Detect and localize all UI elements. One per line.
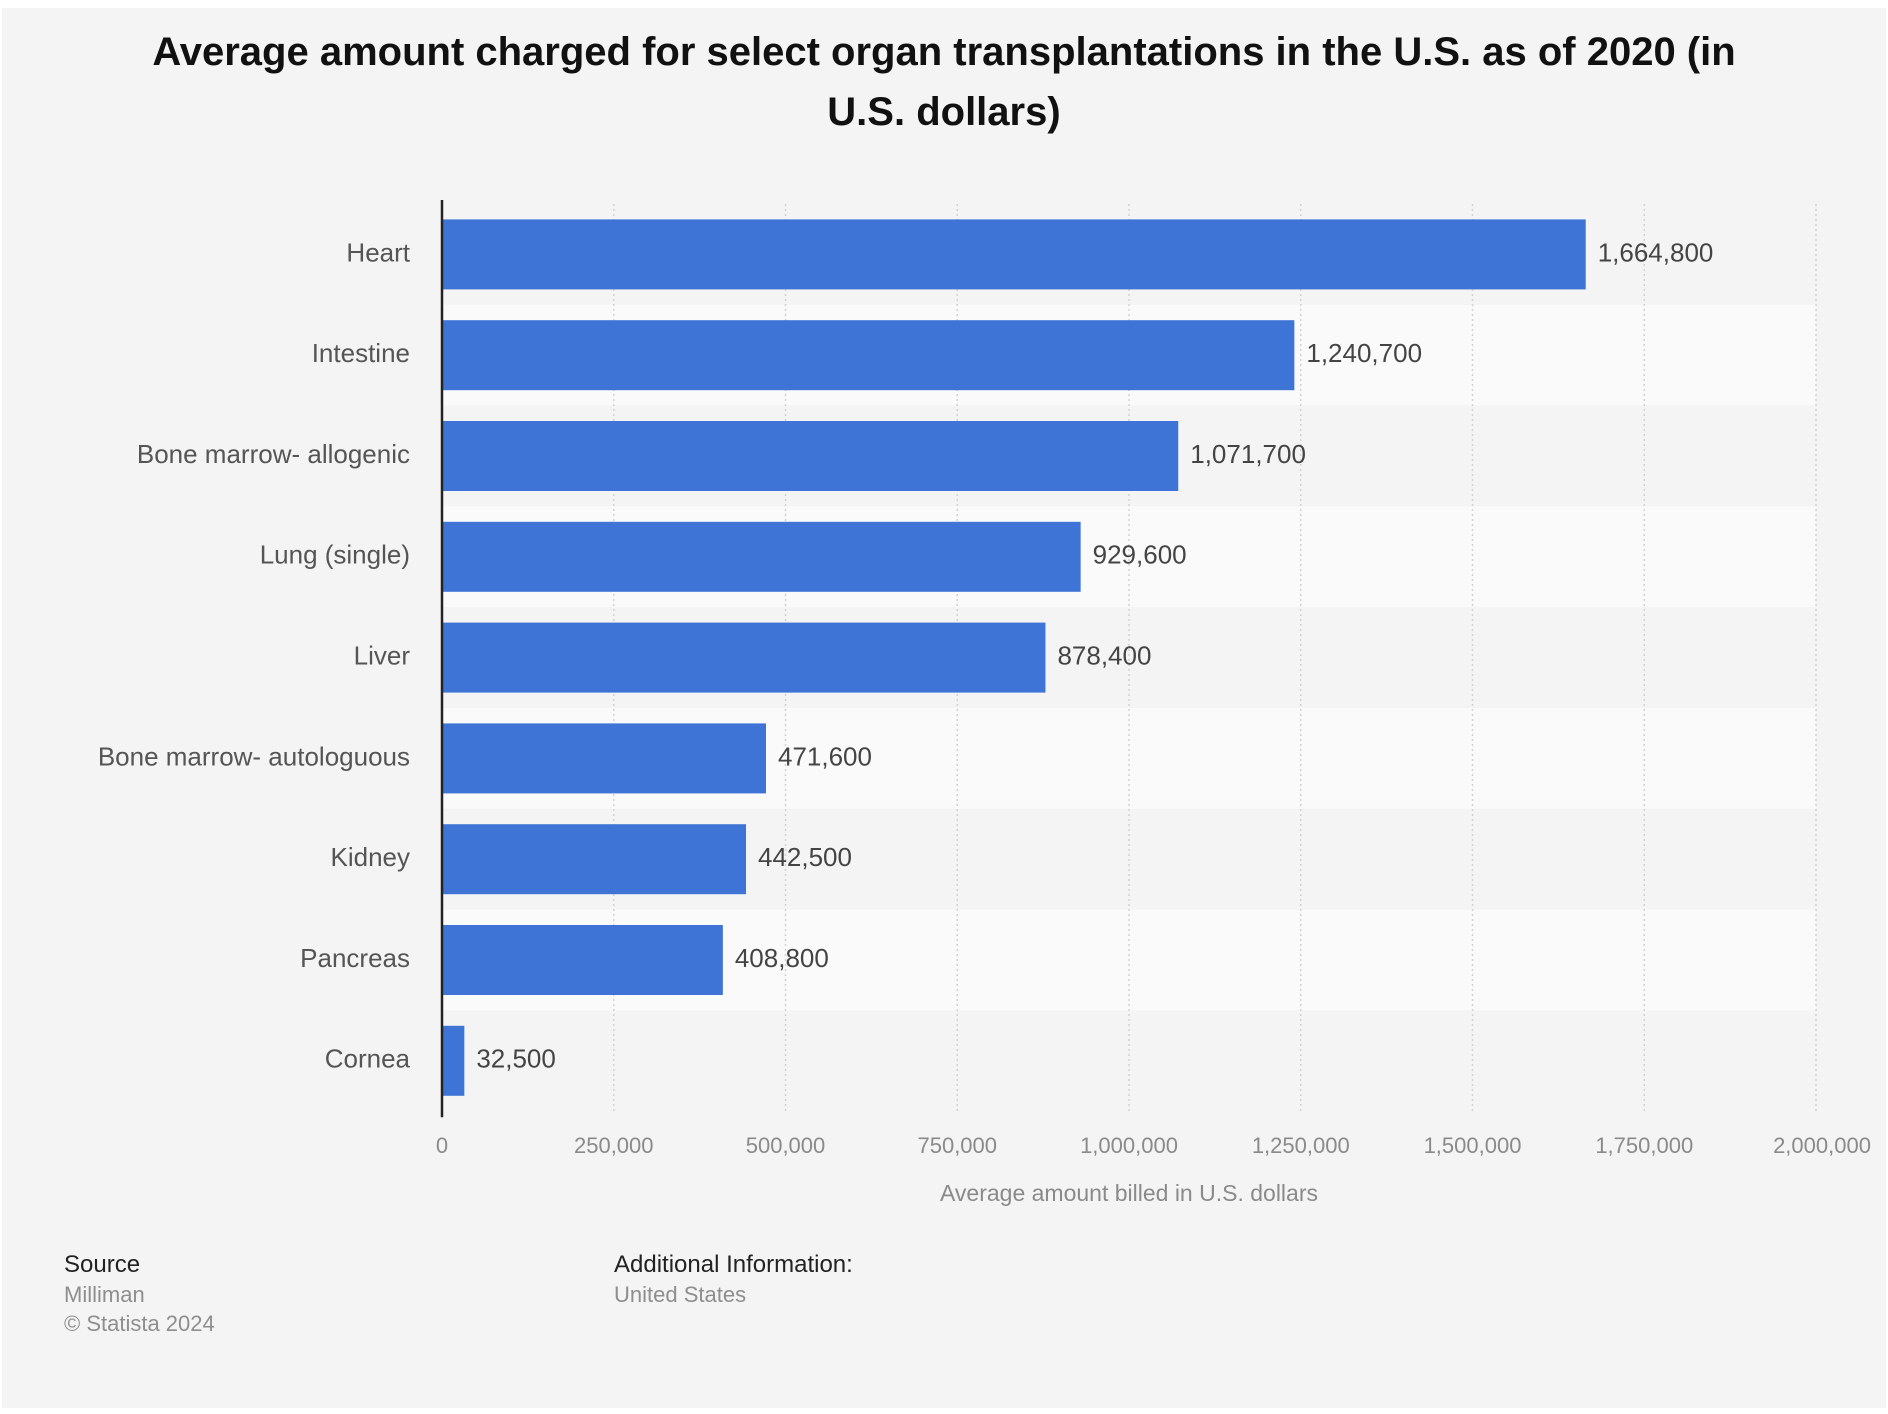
chart-title: Average amount charged for select organ … [152,30,1736,134]
bar[interactable] [442,622,1046,693]
category-label: Bone marrow- allogenic [137,439,410,469]
x-tick-label: 750,000 [917,1133,997,1158]
x-tick-label: 1,750,000 [1595,1133,1693,1158]
additional-info-heading: Additional Information: [614,1251,853,1278]
data-label: 1,664,800 [1598,237,1714,267]
x-tick-label: 250,000 [574,1133,654,1158]
data-label: 929,600 [1093,540,1187,570]
bar[interactable] [442,723,766,794]
source-block: Source Milliman © Statista 2024 [64,1250,215,1338]
category-label: Intestine [312,338,410,368]
category-label: Liver [354,640,411,670]
data-label: 32,500 [476,1044,556,1074]
additional-info-block: Additional Information: United States [614,1250,853,1309]
additional-info-text: United States [614,1282,747,1307]
x-tick-label: 1,250,000 [1252,1133,1350,1158]
bar[interactable] [442,421,1179,491]
category-label: Cornea [325,1044,411,1074]
category-label: Bone marrow- autologuous [98,741,410,771]
bar[interactable] [442,824,746,895]
x-tick-label: 1,500,000 [1424,1133,1522,1158]
x-tick-label: 500,000 [746,1133,826,1158]
x-axis-title: Average amount billed in U.S. dollars [940,1180,1318,1206]
bar[interactable] [442,1025,465,1096]
category-label: Heart [346,237,410,267]
x-tick-label: 2,000,000 [1773,1133,1871,1158]
x-tick-label: 1,000,000 [1080,1133,1178,1158]
source-heading: Source [64,1251,141,1278]
data-label: 471,600 [778,741,872,771]
data-label: 408,800 [735,943,829,973]
data-label: 1,071,700 [1190,439,1306,469]
x-tick-label: 0 [436,1133,448,1158]
data-label: 878,400 [1057,640,1151,670]
data-label: 1,240,700 [1306,338,1422,368]
bar[interactable] [442,925,723,995]
bar[interactable] [442,521,1081,592]
data-label: 442,500 [758,842,852,872]
bar[interactable] [442,320,1295,391]
category-label: Pancreas [300,943,410,973]
source-name[interactable]: Milliman [64,1282,145,1307]
copyright-text: © Statista 2024 [64,1311,215,1336]
category-label: Lung (single) [260,540,410,570]
category-label: Kidney [331,842,411,872]
bar[interactable] [442,219,1586,290]
